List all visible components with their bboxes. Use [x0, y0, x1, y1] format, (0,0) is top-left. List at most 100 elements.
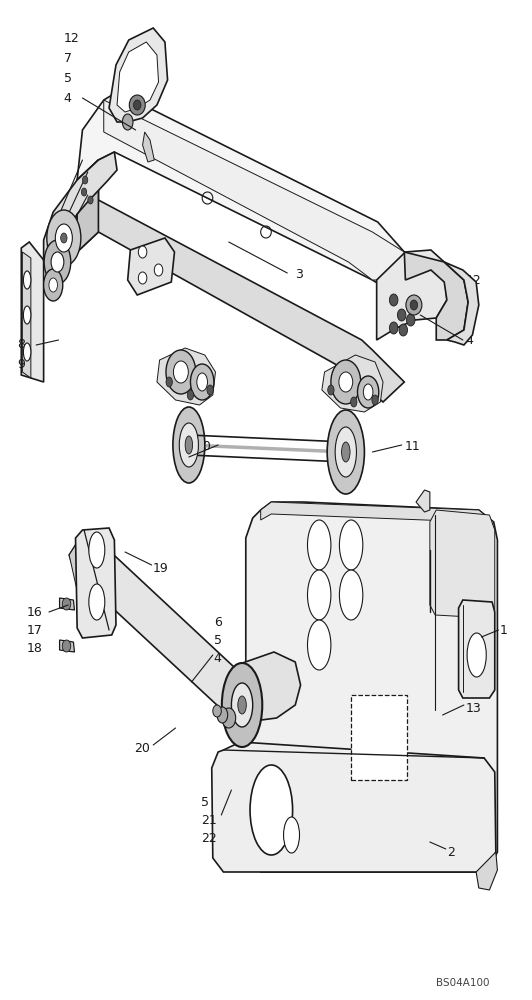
Ellipse shape — [307, 570, 331, 620]
Ellipse shape — [61, 233, 67, 243]
Ellipse shape — [327, 410, 364, 494]
Ellipse shape — [307, 620, 331, 670]
Text: 4: 4 — [466, 334, 473, 347]
Ellipse shape — [23, 306, 31, 324]
Ellipse shape — [222, 708, 236, 728]
Polygon shape — [157, 348, 215, 405]
Ellipse shape — [351, 397, 357, 407]
Ellipse shape — [47, 210, 81, 266]
Ellipse shape — [197, 373, 207, 391]
Polygon shape — [109, 28, 168, 122]
Text: 18: 18 — [27, 642, 43, 654]
Text: 1: 1 — [500, 624, 508, 637]
Ellipse shape — [122, 114, 133, 130]
Text: 5: 5 — [466, 314, 473, 326]
Text: 22: 22 — [201, 832, 217, 844]
Ellipse shape — [399, 324, 408, 336]
Ellipse shape — [467, 633, 486, 677]
Ellipse shape — [62, 640, 71, 652]
Ellipse shape — [51, 252, 64, 272]
Ellipse shape — [406, 314, 415, 326]
Ellipse shape — [44, 269, 63, 301]
Ellipse shape — [342, 442, 350, 462]
Polygon shape — [117, 42, 159, 112]
Ellipse shape — [89, 584, 105, 620]
Polygon shape — [143, 132, 154, 162]
Ellipse shape — [231, 683, 253, 727]
Polygon shape — [77, 92, 412, 290]
Polygon shape — [459, 600, 495, 698]
Ellipse shape — [250, 765, 293, 855]
Ellipse shape — [89, 532, 105, 568]
Polygon shape — [60, 640, 74, 652]
Text: 3: 3 — [295, 268, 303, 282]
Polygon shape — [261, 502, 494, 532]
Ellipse shape — [335, 427, 356, 477]
Polygon shape — [69, 538, 253, 720]
Ellipse shape — [129, 95, 145, 115]
Polygon shape — [377, 250, 447, 340]
Text: 20: 20 — [134, 742, 150, 754]
Ellipse shape — [328, 385, 334, 395]
Polygon shape — [322, 355, 383, 412]
Ellipse shape — [363, 384, 373, 400]
Text: 5: 5 — [214, 634, 222, 647]
Ellipse shape — [185, 436, 193, 454]
Text: 9: 9 — [17, 359, 25, 371]
Ellipse shape — [397, 309, 406, 321]
Polygon shape — [416, 490, 430, 512]
Ellipse shape — [222, 663, 262, 747]
Text: 5: 5 — [201, 796, 209, 808]
Ellipse shape — [138, 272, 147, 284]
Text: 19: 19 — [153, 562, 169, 574]
Polygon shape — [231, 652, 301, 722]
Ellipse shape — [358, 376, 379, 408]
Ellipse shape — [166, 377, 172, 387]
Polygon shape — [128, 238, 174, 295]
Polygon shape — [69, 540, 88, 598]
Polygon shape — [476, 852, 497, 890]
Text: 6: 6 — [214, 615, 222, 629]
Ellipse shape — [55, 224, 72, 252]
Polygon shape — [77, 160, 98, 252]
Text: BS04A100: BS04A100 — [436, 978, 490, 988]
Polygon shape — [246, 502, 497, 872]
Text: 2: 2 — [447, 846, 455, 858]
Ellipse shape — [217, 707, 228, 723]
Ellipse shape — [207, 385, 213, 395]
Polygon shape — [212, 742, 496, 872]
Polygon shape — [60, 598, 74, 610]
Text: 11: 11 — [404, 440, 420, 454]
Polygon shape — [76, 528, 116, 638]
Ellipse shape — [44, 240, 71, 284]
Ellipse shape — [154, 264, 163, 276]
Text: 17: 17 — [27, 624, 43, 637]
Ellipse shape — [213, 705, 221, 717]
Ellipse shape — [389, 322, 398, 334]
Ellipse shape — [187, 390, 194, 400]
Ellipse shape — [406, 295, 422, 315]
Ellipse shape — [410, 300, 418, 310]
Polygon shape — [44, 152, 117, 260]
Polygon shape — [430, 510, 495, 618]
Text: 12: 12 — [64, 31, 80, 44]
Ellipse shape — [49, 278, 57, 292]
Ellipse shape — [284, 817, 300, 853]
Ellipse shape — [82, 176, 88, 184]
Ellipse shape — [307, 520, 331, 570]
Text: 16: 16 — [27, 605, 43, 618]
Ellipse shape — [88, 196, 93, 204]
Ellipse shape — [331, 360, 361, 404]
Ellipse shape — [23, 271, 31, 289]
Polygon shape — [21, 242, 44, 382]
Text: 4: 4 — [64, 92, 72, 104]
Ellipse shape — [389, 294, 398, 306]
Polygon shape — [22, 252, 31, 378]
Text: 12: 12 — [466, 273, 481, 286]
Ellipse shape — [339, 372, 353, 392]
Polygon shape — [104, 100, 412, 280]
Ellipse shape — [190, 364, 214, 400]
Polygon shape — [77, 160, 404, 402]
Text: 21: 21 — [201, 814, 217, 826]
Text: 4: 4 — [214, 652, 222, 664]
